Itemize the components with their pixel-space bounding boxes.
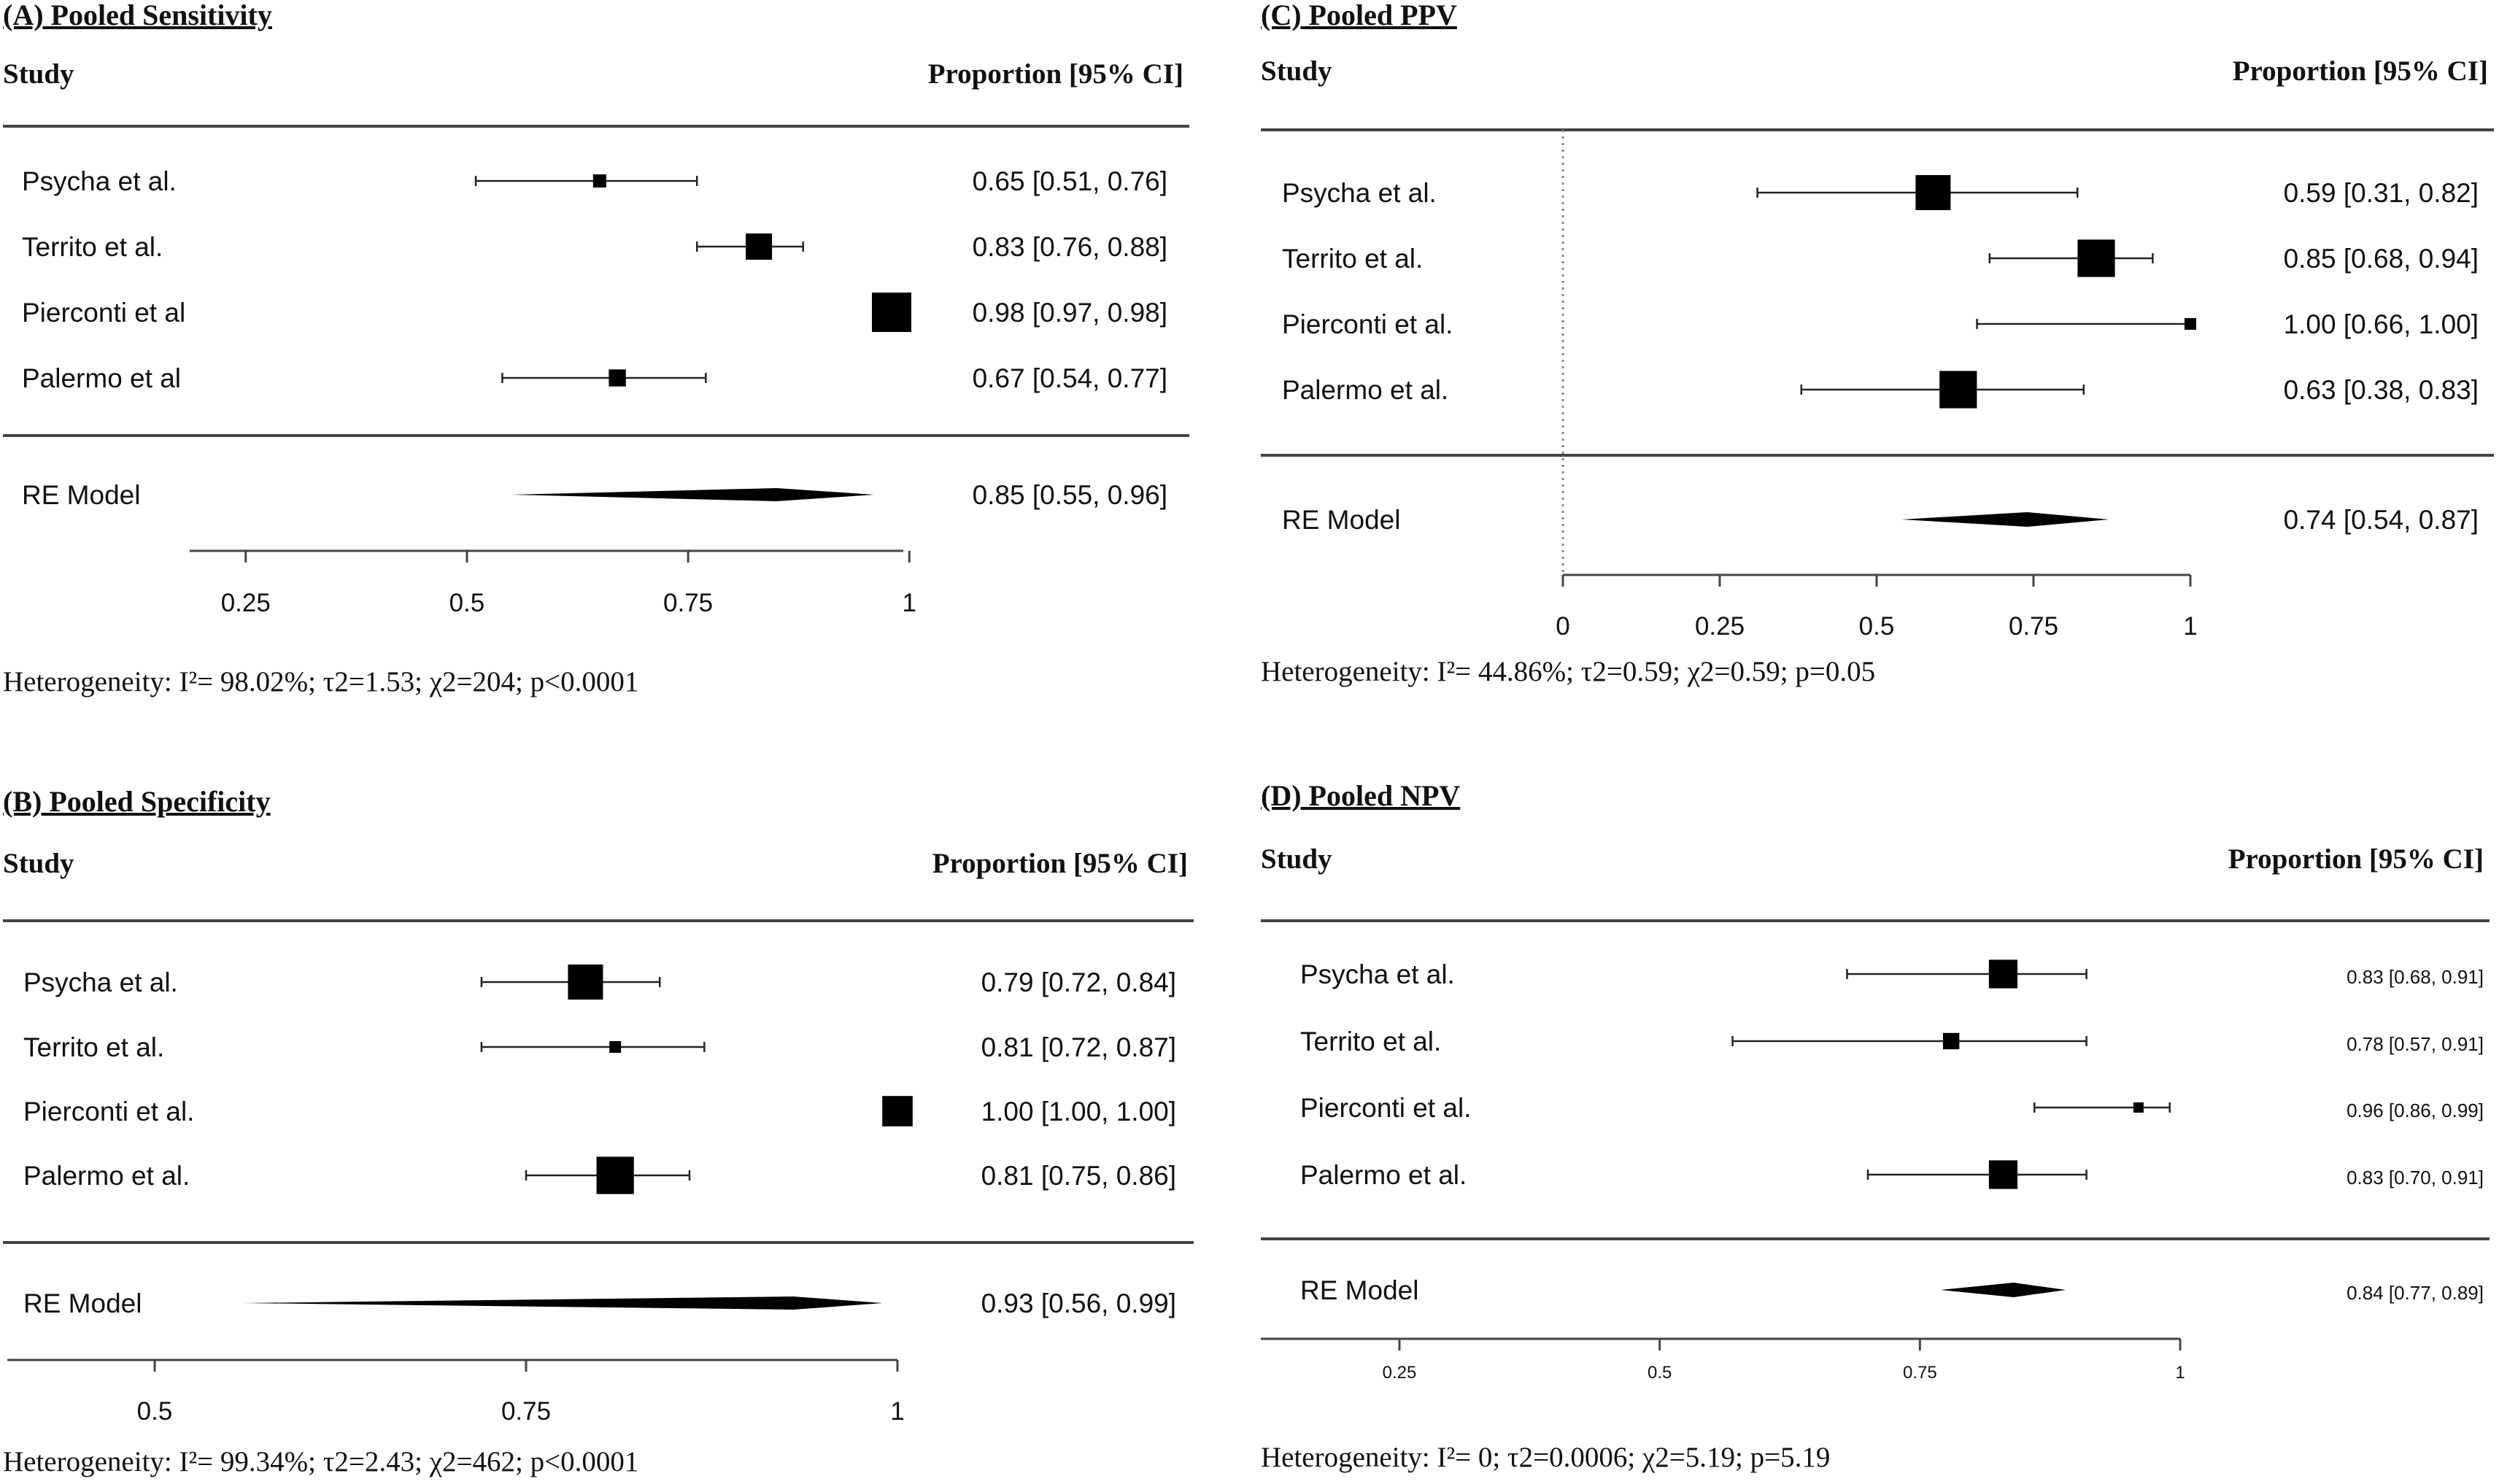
panel-title: (D) Pooled NPV: [1261, 779, 1460, 812]
x-tick-label: 0.5: [1648, 1363, 1672, 1383]
study-name: Psycha et al.: [1300, 959, 1455, 989]
panel-title: (B) Pooled Specificity: [3, 785, 271, 818]
x-tick-label: 0.5: [449, 589, 485, 617]
study-column-header: Study: [1261, 843, 1332, 875]
estimate-label: 0.65 [0.51, 0.76]: [973, 166, 1167, 196]
study-name: Pierconti et al.: [23, 1097, 194, 1126]
panel-title: (A) Pooled Sensitivity: [3, 0, 272, 31]
study-name: Palermo et al.: [1300, 1160, 1467, 1190]
point-estimate: [1988, 1160, 2018, 1189]
re-model-label: RE Model: [23, 1288, 142, 1318]
estimate-label: 0.85 [0.68, 0.94]: [2284, 244, 2479, 274]
forest-panel-2: (B) Pooled Specificity Study Proportion [9…: [3, 785, 1194, 1477]
x-tick-label: 0: [1556, 612, 1569, 641]
study-name: Palermo et al.: [23, 1161, 190, 1191]
point-estimate: [592, 174, 606, 188]
heterogeneity-text: Heterogeneity: I²= 99.34%; τ2=2.43; χ2=4…: [3, 1446, 638, 1477]
estimate-label: 0.59 [0.31, 0.82]: [2284, 178, 2479, 208]
estimate-label: 0.96 [0.86, 0.99]: [2347, 1100, 2484, 1121]
estimate-label: 0.78 [0.57, 0.91]: [2347, 1033, 2484, 1055]
proportion-column-header: Proportion [95% CI]: [2228, 843, 2484, 875]
study-column-header: Study: [3, 848, 74, 879]
estimate-label: 0.79 [0.72, 0.84]: [981, 967, 1176, 997]
estimate-label: 0.81 [0.72, 0.87]: [981, 1032, 1176, 1062]
estimate-label: 0.63 [0.38, 0.83]: [2284, 375, 2479, 405]
re-model-estimate: 0.74 [0.54, 0.87]: [2284, 505, 2479, 535]
point-estimate: [2133, 1102, 2144, 1113]
x-tick-label: 0.5: [1859, 612, 1895, 641]
estimate-label: 1.00 [0.66, 1.00]: [2284, 309, 2479, 339]
point-estimate: [1988, 959, 2018, 989]
proportion-column-header: Proportion [95% CI]: [2233, 55, 2488, 87]
point-estimate: [1939, 371, 1977, 409]
forest-panel-4: (D) Pooled NPV Study Proportion [95% CI] Ps…: [1261, 779, 2490, 1473]
estimate-label: 0.67 [0.54, 0.77]: [973, 363, 1167, 393]
x-tick-label: 0.25: [1383, 1363, 1417, 1383]
study-name: Territo et al.: [23, 1032, 164, 1062]
point-estimate: [2185, 318, 2196, 330]
forest-panel-3: (C) Pooled PPV Study Proportion [95% CI] Ps…: [1261, 0, 2494, 687]
study-name: Psycha et al.: [1282, 178, 1437, 208]
estimate-label: 0.83 [0.68, 0.91]: [2347, 966, 2484, 988]
point-estimate: [746, 233, 773, 260]
study-name: Territo et al.: [1282, 244, 1423, 274]
re-model-label: RE Model: [22, 480, 140, 510]
re-model-diamond: [244, 1296, 883, 1310]
x-tick-label: 0.75: [1903, 1363, 1937, 1383]
point-estimate: [568, 965, 603, 1000]
point-estimate: [596, 1156, 634, 1194]
study-name: Psycha et al.: [22, 166, 177, 196]
estimate-label: 0.81 [0.75, 0.86]: [981, 1161, 1176, 1191]
re-model-label: RE Model: [1300, 1275, 1418, 1305]
study-name: Palermo et al: [22, 363, 181, 393]
x-tick-label: 1: [903, 589, 916, 617]
re-model-estimate: 0.85 [0.55, 0.96]: [973, 480, 1167, 510]
x-tick-label: 0.5: [137, 1397, 173, 1426]
point-estimate: [609, 369, 626, 387]
study-name: Pierconti et al.: [1282, 309, 1453, 339]
proportion-column-header: Proportion [95% CI]: [928, 58, 1183, 90]
estimate-label: 1.00 [1.00, 1.00]: [981, 1097, 1176, 1126]
panel-title: (C) Pooled PPV: [1261, 0, 1457, 31]
heterogeneity-text: Heterogeneity: I²= 0; τ2=0.0006; χ2=5.19…: [1261, 1442, 1830, 1473]
study-name: Pierconti et al: [22, 298, 185, 328]
re-model-estimate: 0.84 [0.77, 0.89]: [2347, 1282, 2484, 1304]
x-tick-label: 1: [2183, 612, 2197, 641]
point-estimate: [1942, 1032, 1960, 1050]
study-name: Palermo et al.: [1282, 375, 1448, 405]
re-model-diamond: [1901, 512, 2109, 527]
heterogeneity-text: Heterogeneity: I²= 44.86%; τ2=0.59; χ2=0…: [1261, 656, 1875, 687]
point-estimate: [1915, 175, 1951, 210]
x-tick-label: 1: [2175, 1363, 2185, 1383]
proportion-column-header: Proportion [95% CI]: [932, 848, 1188, 879]
forest-panel-1: (A) Pooled Sensitivity Study Proportion [9…: [3, 0, 1189, 697]
re-model-estimate: 0.93 [0.56, 0.99]: [981, 1288, 1176, 1318]
study-name: Psycha et al.: [23, 967, 178, 997]
re-model-diamond: [511, 488, 874, 501]
x-tick-label: 0.25: [1695, 612, 1745, 641]
study-name: Territo et al.: [22, 232, 163, 262]
x-tick-label: 0.25: [221, 589, 271, 617]
x-tick-label: 0.75: [663, 589, 713, 617]
x-tick-label: 0.75: [501, 1397, 551, 1426]
point-estimate: [2077, 239, 2115, 277]
estimate-label: 0.83 [0.70, 0.91]: [2347, 1167, 2484, 1189]
estimate-label: 0.83 [0.76, 0.88]: [973, 232, 1167, 262]
study-column-header: Study: [1261, 55, 1332, 87]
x-tick-label: 1: [890, 1397, 904, 1426]
study-name: Territo et al.: [1300, 1027, 1441, 1056]
estimate-label: 0.98 [0.97, 0.98]: [973, 298, 1167, 328]
re-model-label: RE Model: [1282, 505, 1400, 535]
x-tick-label: 0.75: [2009, 612, 2058, 641]
re-model-diamond: [1940, 1283, 2066, 1297]
study-name: Pierconti et al.: [1300, 1093, 1471, 1123]
point-estimate: [882, 1096, 913, 1126]
heterogeneity-text: Heterogeneity: I²= 98.02%; τ2=1.53; χ2=2…: [3, 666, 638, 697]
study-column-header: Study: [3, 58, 74, 90]
point-estimate: [872, 293, 911, 332]
point-estimate: [609, 1041, 622, 1053]
